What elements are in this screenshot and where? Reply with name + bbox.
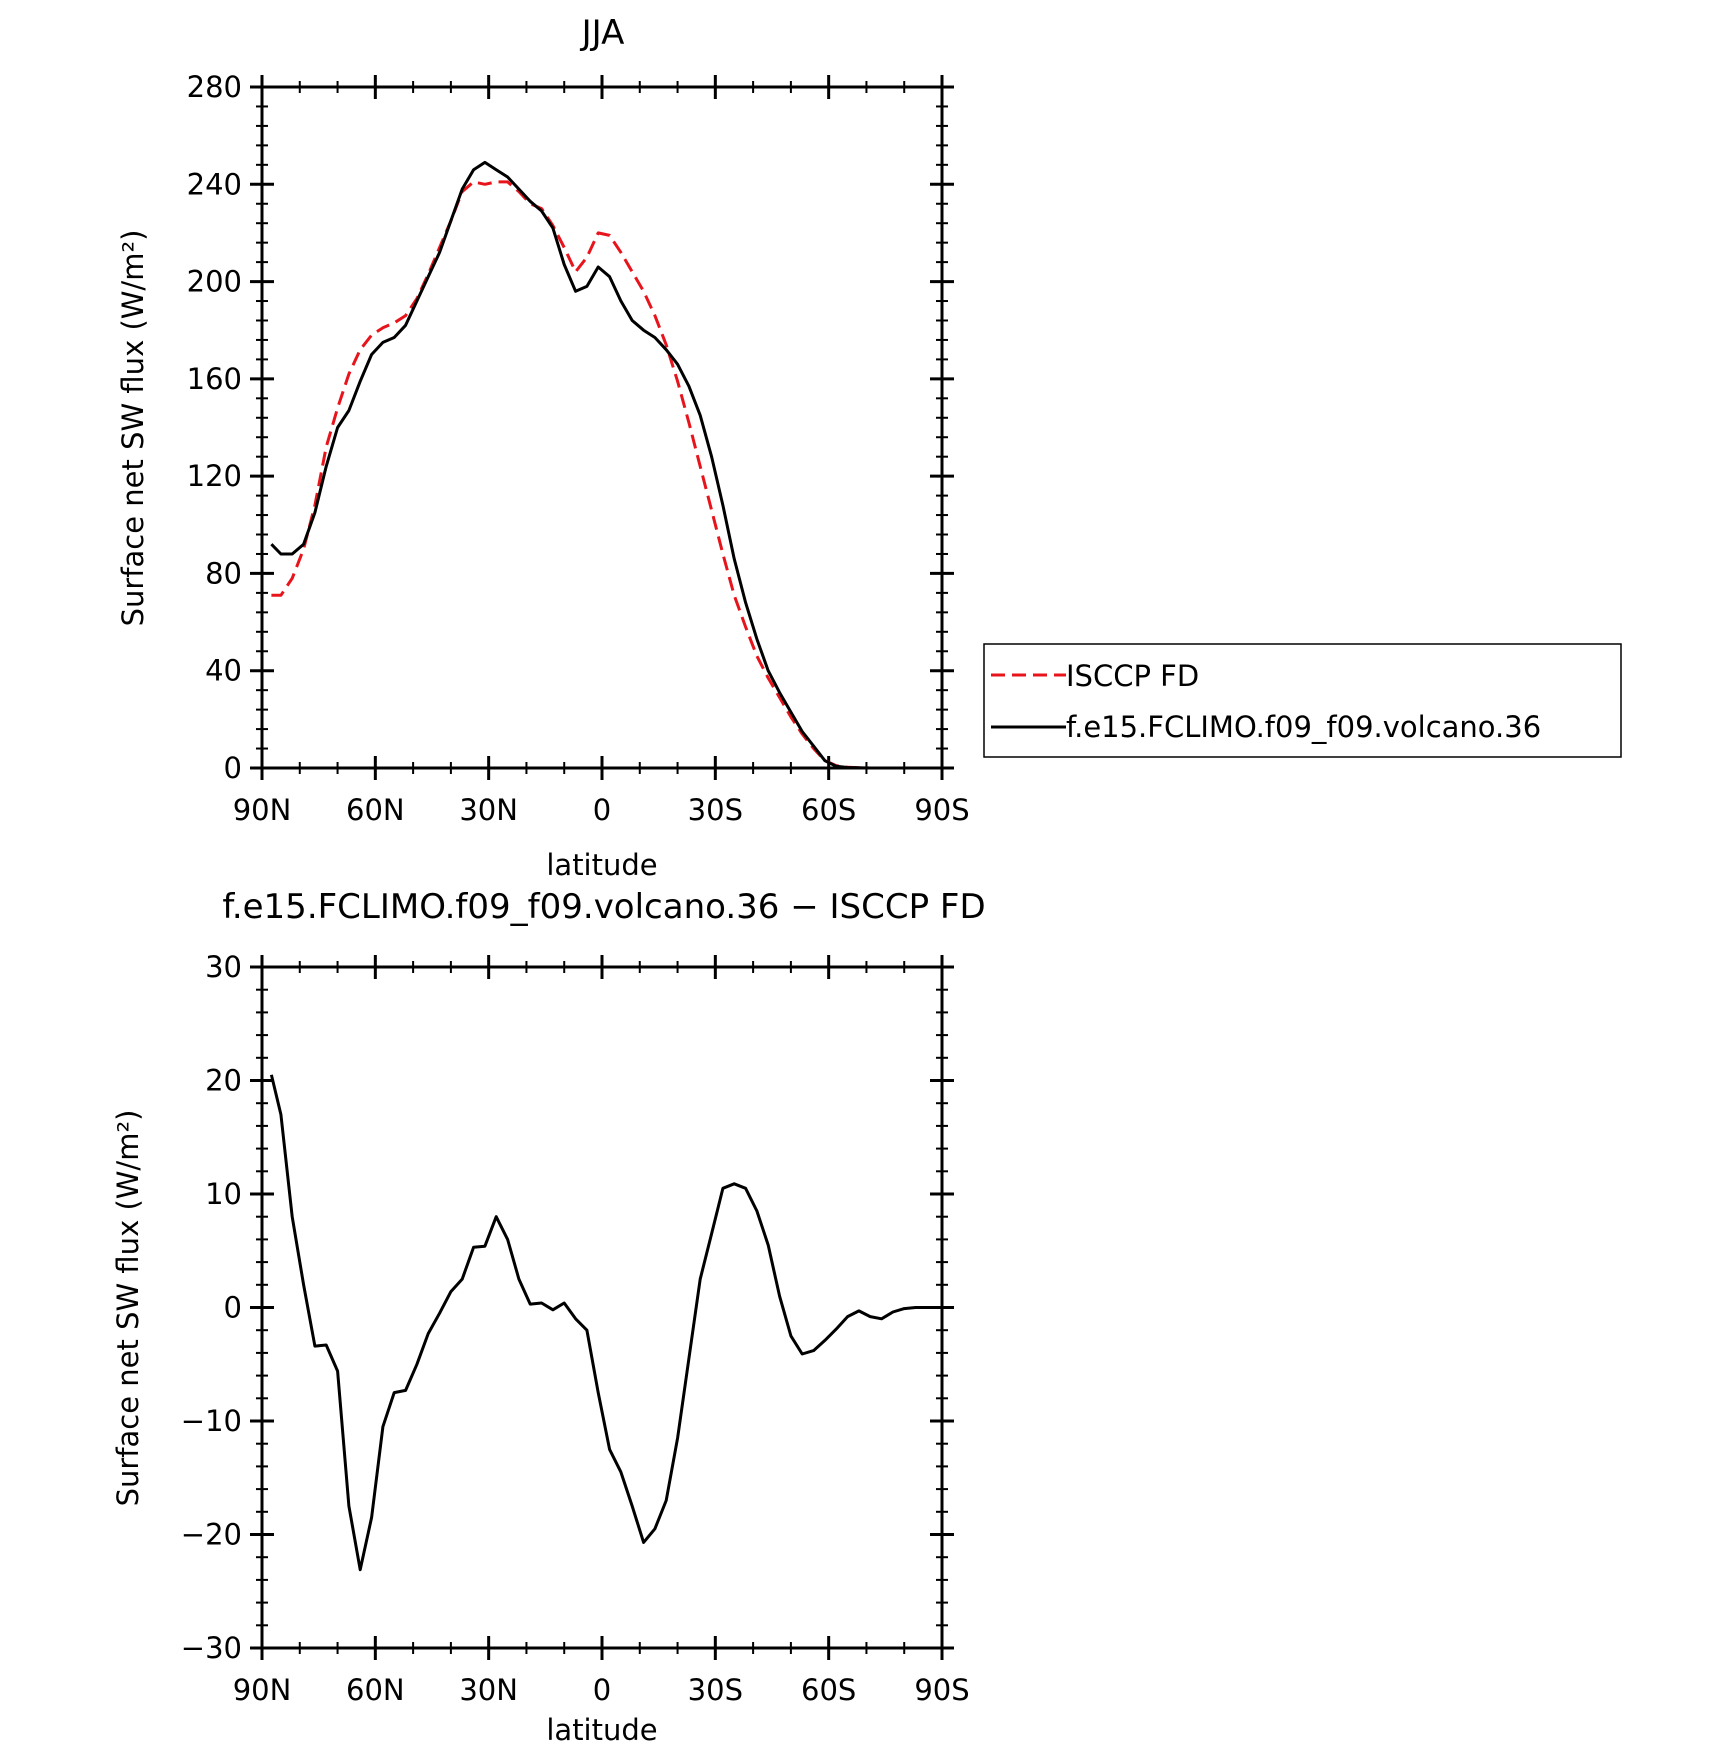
- y-tick-label: 280: [187, 70, 242, 104]
- bottom-y-tick-labels: −30 −20 −10 0 10 20 30: [181, 950, 242, 1665]
- x-tick-label: 60N: [346, 793, 405, 827]
- bottom-x-axis-label: latitude: [546, 1713, 657, 1745]
- legend-label-isccp: ISCCP FD: [1066, 659, 1199, 693]
- top-y-axis-label: Surface net SW flux (W/m²): [116, 230, 150, 627]
- y-tick-label: 120: [187, 459, 242, 493]
- legend-label-model: f.e15.FCLIMO.f09_f09.volcano.36: [1066, 710, 1541, 744]
- bottom-plot-frame: [260, 965, 944, 1650]
- top-x-tick-labels: 90N 60N 30N 0 30S 60S 90S: [233, 793, 970, 827]
- x-tick-label: 0: [593, 1673, 611, 1707]
- bottom-series-lines: [269, 1074, 933, 1572]
- series-line-f-e15-fclimo-f09-f09-volcano-36: [270, 160, 933, 770]
- x-tick-label: 30N: [459, 793, 518, 827]
- difference-series-line: [269, 1074, 933, 1572]
- bottom-panel: f.e15.FCLIMO.f09_f09.volcano.36 − ISCCP …: [111, 887, 986, 1745]
- x-tick-label: 60N: [346, 1673, 405, 1707]
- x-tick-label: 30N: [459, 1673, 518, 1707]
- y-tick-label: −10: [181, 1404, 242, 1438]
- bottom-tick-marks: [250, 955, 954, 1660]
- bottom-y-axis-label: Surface net SW flux (W/m²): [111, 1110, 145, 1507]
- x-tick-label: 90N: [233, 1673, 292, 1707]
- top-x-axis-label: latitude: [546, 848, 657, 882]
- y-tick-label: 40: [205, 654, 242, 688]
- x-tick-label: 30S: [688, 793, 743, 827]
- y-tick-label: 240: [187, 167, 242, 201]
- y-tick-label: 0: [224, 751, 242, 785]
- bottom-chart-title: f.e15.FCLIMO.f09_f09.volcano.36 − ISCCP …: [222, 887, 985, 927]
- x-tick-label: 90N: [233, 793, 292, 827]
- y-tick-label: 20: [205, 1064, 242, 1098]
- x-tick-label: 30S: [688, 1673, 743, 1707]
- top-series-lines: [270, 160, 933, 770]
- bottom-x-tick-labels: 90N 60N 30N 0 30S 60S 90S: [233, 1673, 970, 1707]
- top-tick-marks: [250, 75, 954, 780]
- x-tick-label: 60S: [801, 1673, 856, 1707]
- y-tick-label: 80: [205, 556, 242, 590]
- y-tick-label: 0: [224, 1291, 242, 1325]
- top-y-tick-labels: 0 40 80 120 160 200 240 280: [187, 70, 242, 785]
- y-tick-label: 200: [187, 265, 242, 299]
- top-panel: JJA 0 40 80 120 160 200 240 280 90N 60N 30N 0 30S 60…: [116, 13, 970, 882]
- y-tick-label: 160: [187, 362, 242, 396]
- x-tick-label: 0: [593, 793, 611, 827]
- x-tick-label: 90S: [914, 793, 969, 827]
- x-tick-label: 90S: [914, 1673, 969, 1707]
- y-tick-label: 10: [205, 1177, 242, 1211]
- x-tick-label: 60S: [801, 793, 856, 827]
- y-tick-label: 30: [205, 950, 242, 984]
- top-plot-frame: [260, 85, 944, 770]
- top-chart-title: JJA: [580, 13, 625, 53]
- legend-box: [983, 643, 1622, 758]
- y-tick-label: −30: [181, 1631, 242, 1665]
- legend: ISCCP FD f.e15.FCLIMO.f09_f09.volcano.36: [983, 643, 1622, 758]
- y-tick-label: −20: [181, 1518, 242, 1552]
